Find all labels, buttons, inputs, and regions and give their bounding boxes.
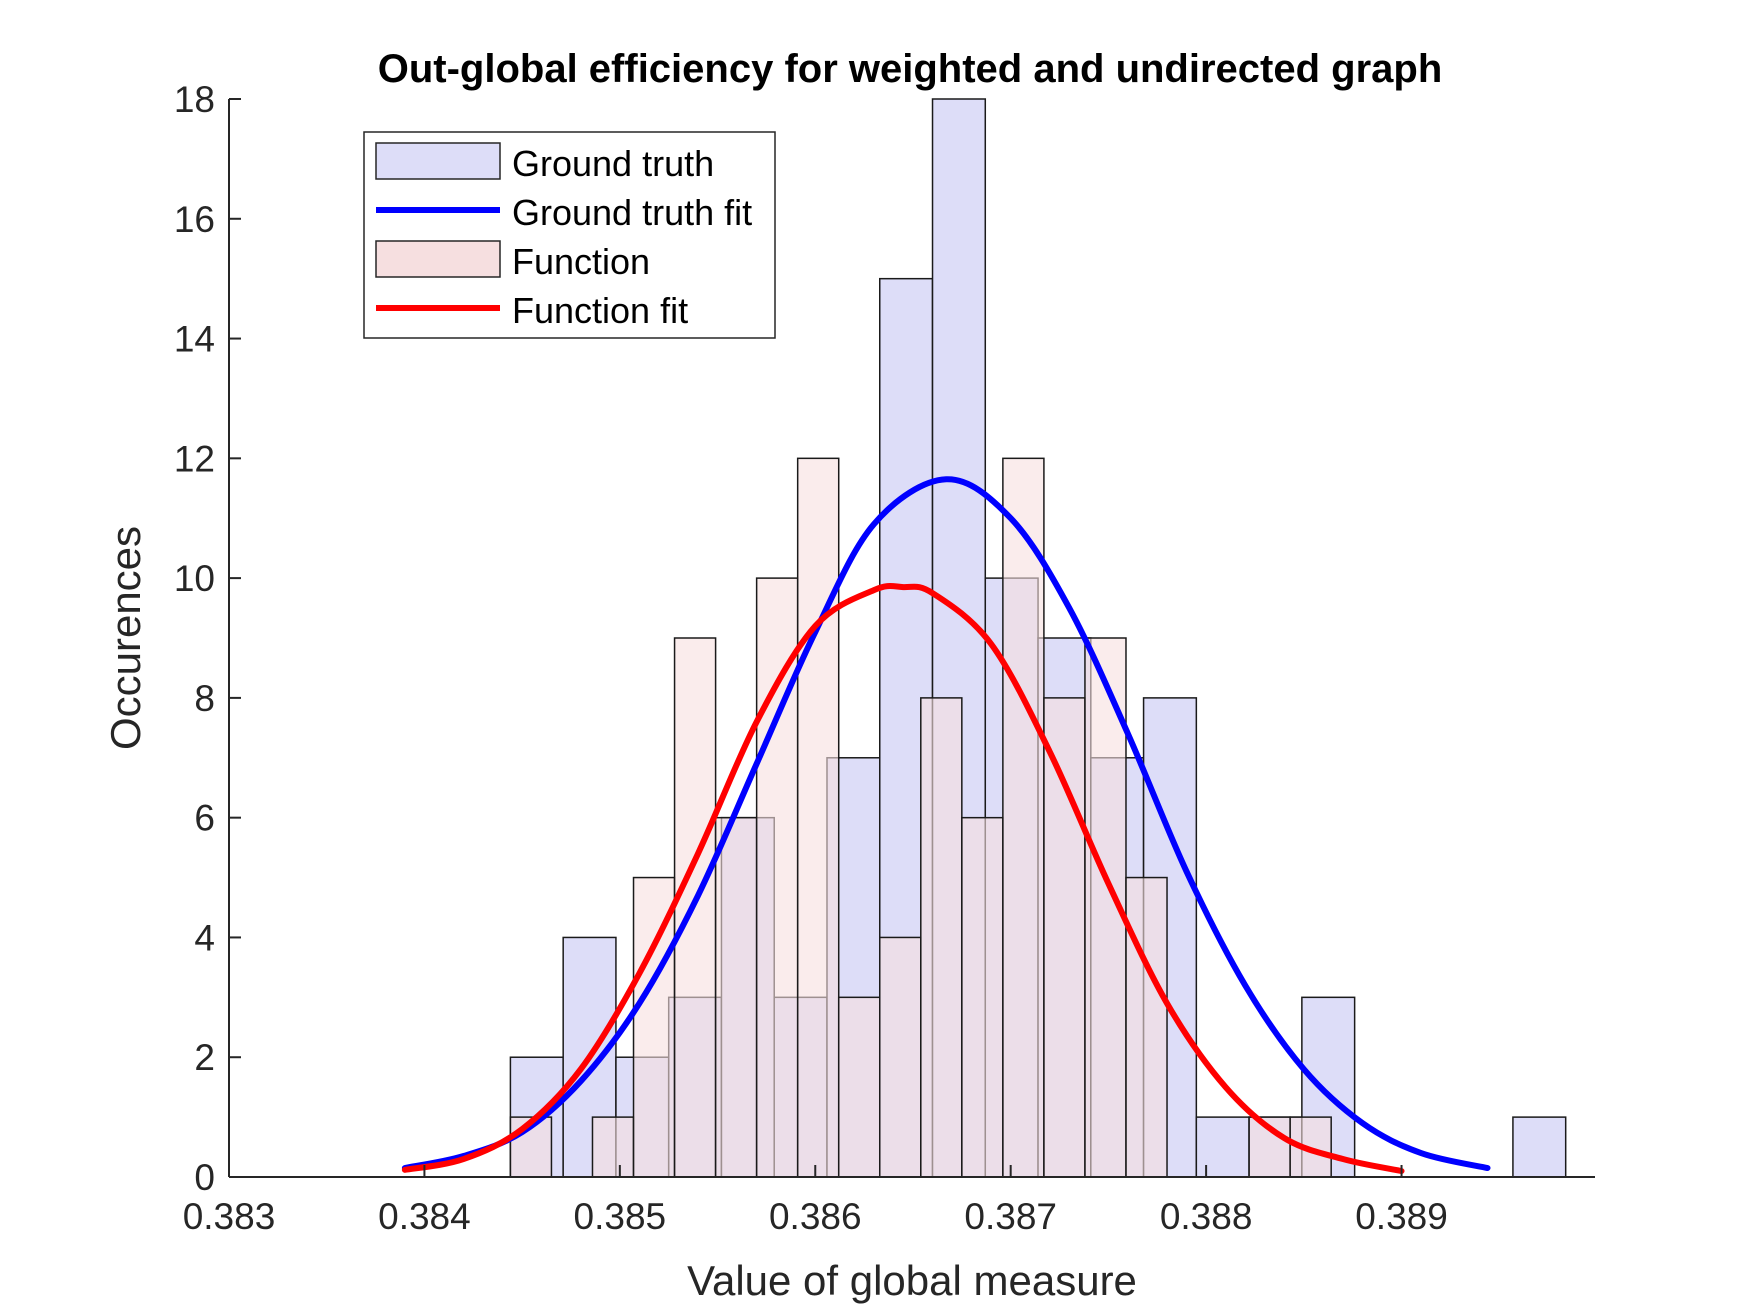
legend-item-ground-truth: Ground truth <box>375 142 714 184</box>
fn-bar-12 <box>1002 457 1045 1178</box>
fn-bar-9 <box>879 936 922 1178</box>
y-axis-label: Occurences <box>102 526 149 750</box>
legend-item-function-fit: Function fit <box>376 290 688 331</box>
x-tick-label: 0.384 <box>378 1196 471 1237</box>
fn-bar-7 <box>796 457 840 1178</box>
axes: 0.383 0.384 0.385 0.386 0.387 0.388 0.389 0 2 4 6… <box>174 79 1595 1237</box>
fn-bar-11 <box>961 816 1004 1178</box>
y-tick-label: 16 <box>174 199 215 240</box>
x-axis-label: Value of global measure <box>687 1257 1137 1304</box>
x-ticks: 0.383 0.384 0.385 0.386 0.387 0.388 0.389 <box>183 1165 1448 1237</box>
legend-item-function: Function <box>375 240 650 282</box>
x-tick-label: 0.388 <box>1160 1196 1253 1237</box>
y-tick-label: 10 <box>174 558 215 599</box>
gt-bar-13 <box>1195 1116 1250 1178</box>
gt-bar-19 <box>1512 1116 1567 1178</box>
fn-bar-6 <box>755 577 799 1178</box>
y-tick-label: 14 <box>174 319 215 360</box>
fn-bar-13 <box>1043 697 1086 1178</box>
legend-label-ground-truth: Ground truth <box>512 143 714 184</box>
plot-area <box>401 98 1567 1178</box>
legend-swatch-function <box>375 240 501 278</box>
legend-swatch-ground-truth <box>375 142 501 180</box>
fn-bar-15 <box>1125 876 1168 1178</box>
y-tick-label: 8 <box>194 678 215 719</box>
function-fit-line <box>401 582 1405 1175</box>
x-tick-label: 0.383 <box>183 1196 276 1237</box>
legend-label-function: Function <box>512 241 650 282</box>
y-tick-label: 6 <box>194 798 215 839</box>
ground-truth-fit-line <box>401 476 1491 1172</box>
legend-label-function-fit: Function fit <box>512 290 688 331</box>
fn-bar-2 <box>591 1116 635 1178</box>
y-tick-label: 4 <box>194 917 215 958</box>
x-tick-label: 0.389 <box>1355 1196 1448 1237</box>
chart-title: Out-global efficiency for weighted and u… <box>378 47 1443 91</box>
legend-label-ground-truth-fit: Ground truth fit <box>512 192 752 233</box>
x-tick-label: 0.385 <box>574 1196 667 1237</box>
x-tick-label: 0.386 <box>769 1196 862 1237</box>
function-bars <box>509 457 1332 1178</box>
legend-item-ground-truth-fit: Ground truth fit <box>376 192 752 233</box>
fn-bar-8 <box>837 996 881 1178</box>
fn-bar-10 <box>920 697 963 1178</box>
y-tick-label: 0 <box>194 1157 215 1198</box>
y-tick-label: 12 <box>174 438 215 479</box>
y-tick-label: 18 <box>174 79 215 120</box>
x-tick-label: 0.387 <box>964 1196 1057 1237</box>
y-ticks: 0 2 4 6 8 10 12 14 16 18 <box>174 79 241 1198</box>
fn-bar-5 <box>714 816 758 1178</box>
y-tick-label: 2 <box>194 1037 215 1078</box>
legend: Ground truth Ground truth fit Function F… <box>363 131 776 339</box>
